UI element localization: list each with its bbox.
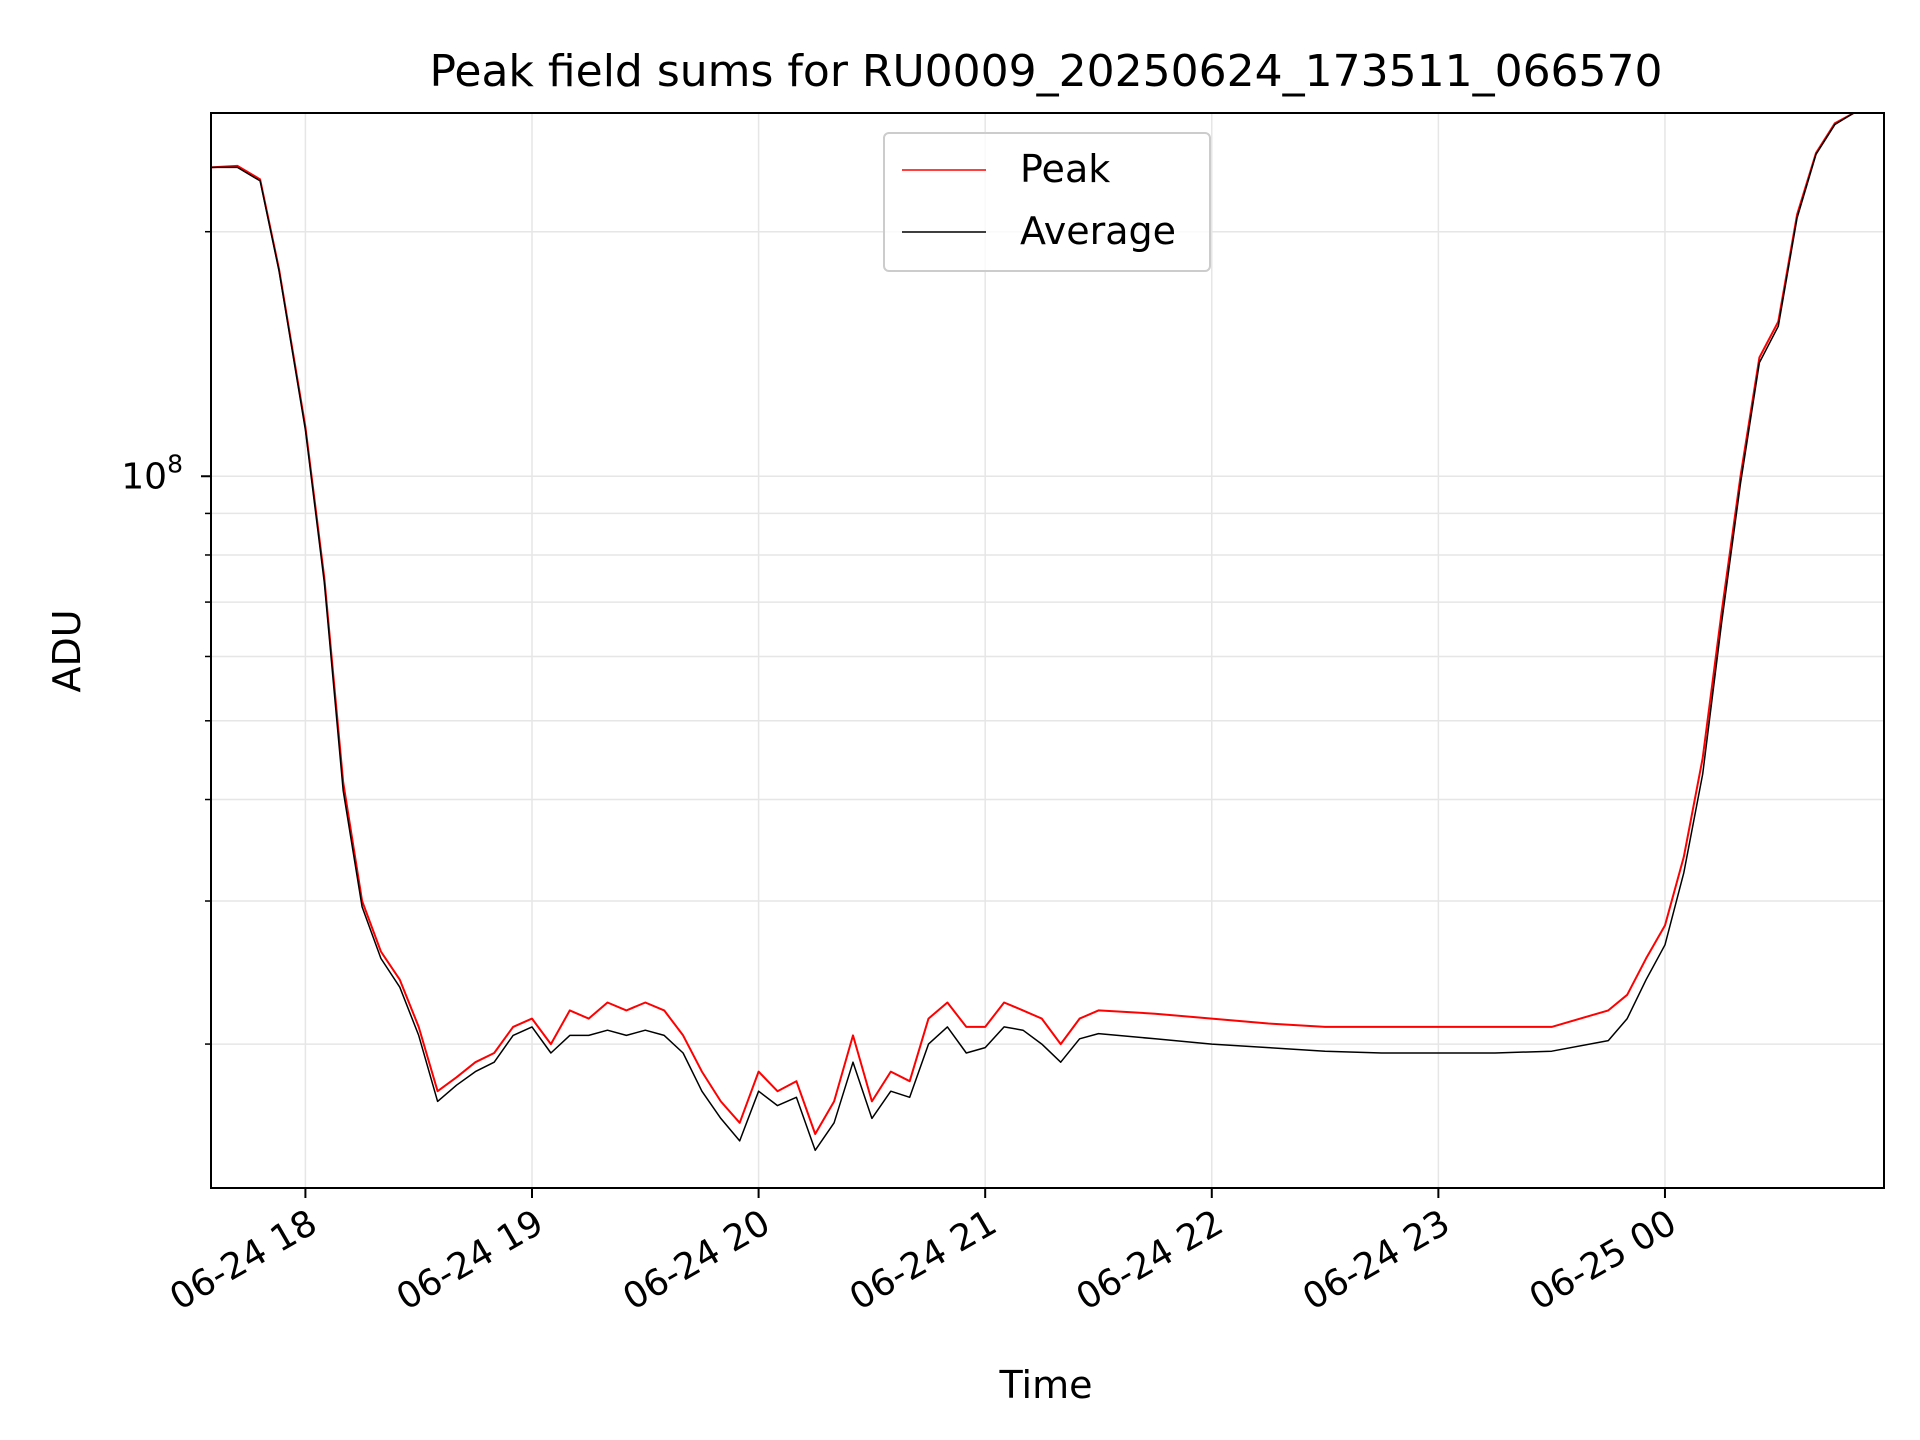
y-tick-label: 108	[121, 449, 183, 497]
series-line-average	[211, 112, 1884, 1152]
plot-frame	[210, 112, 1885, 1189]
legend-box	[883, 132, 1211, 272]
grid	[211, 113, 1884, 1188]
series-layer	[210, 112, 1884, 1152]
chart-title: Peak field sums for RU0009_20250624_1735…	[429, 46, 1662, 97]
y-axis: 108	[121, 230, 211, 1045]
legend-label-average: Average	[1020, 209, 1176, 253]
x-axis-label: Time	[999, 1363, 1093, 1407]
series-line-peak	[210, 112, 1884, 1135]
y-axis-label: ADU	[45, 609, 89, 692]
legend: Peak Average	[883, 132, 1211, 272]
legend-label-peak: Peak	[1020, 147, 1110, 191]
